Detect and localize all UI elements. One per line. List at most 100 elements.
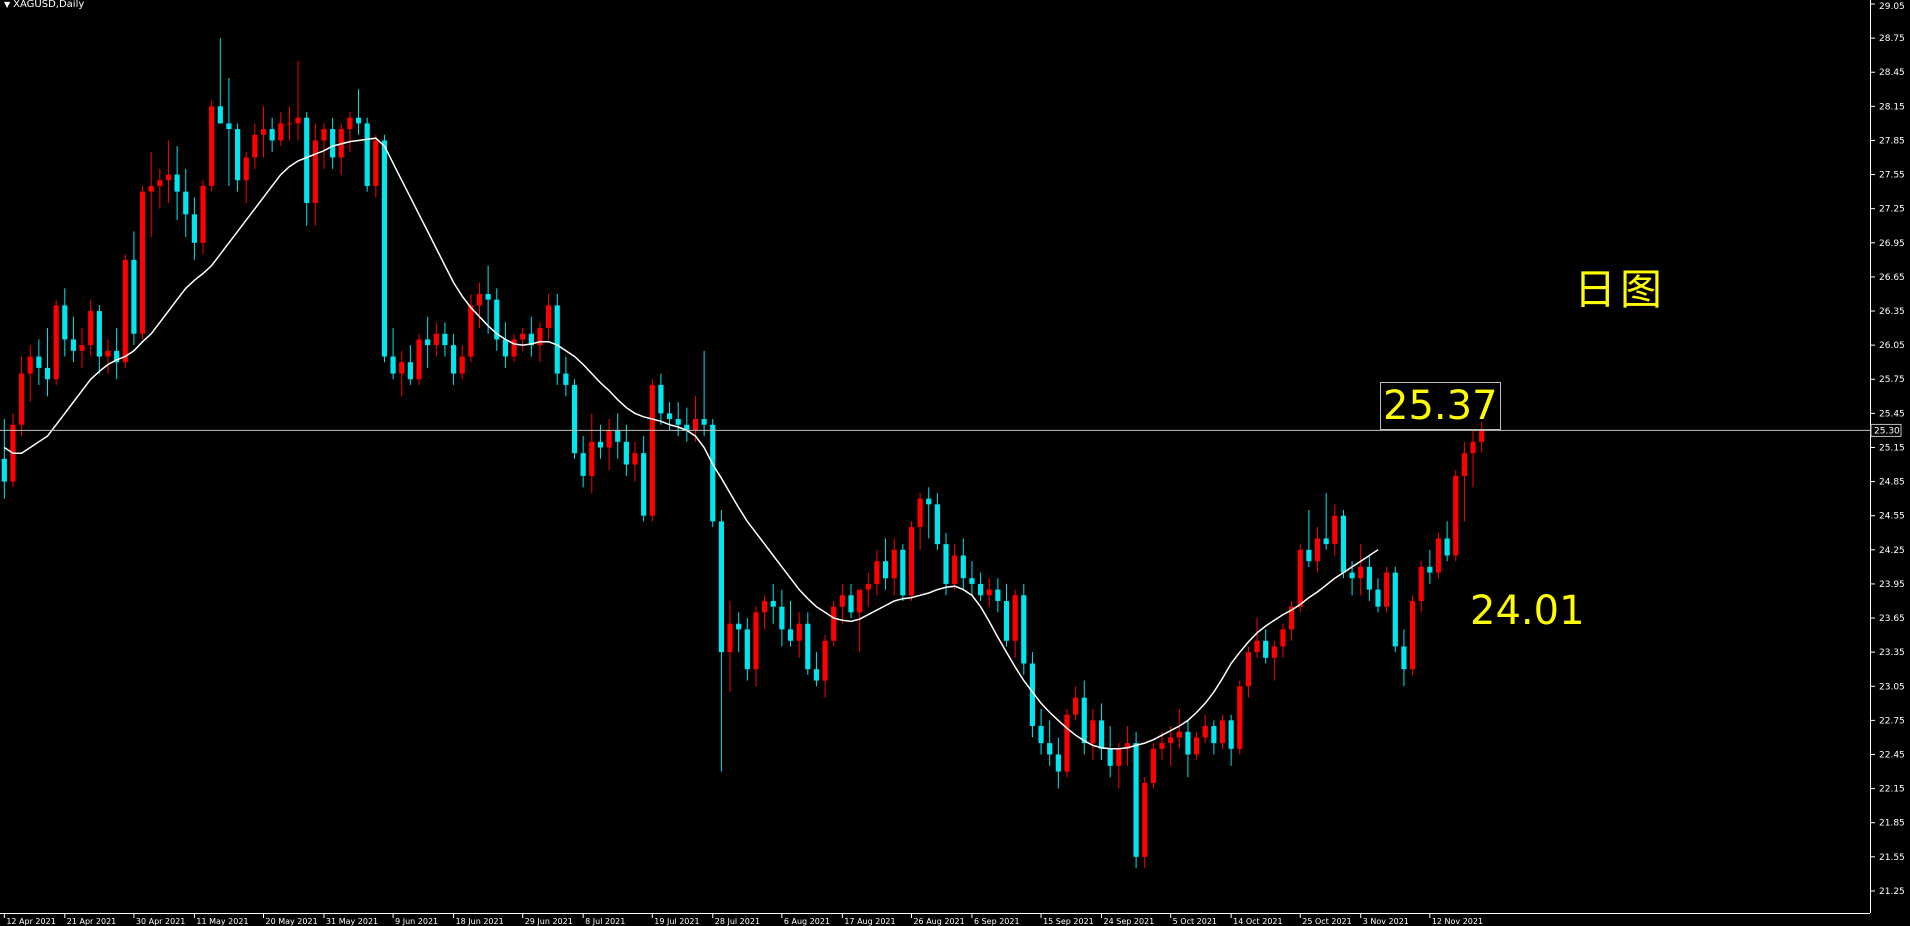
candle-body — [1228, 720, 1234, 749]
price-tick-label: 27.25 — [1879, 205, 1905, 215]
time-tick-label: 15 Sep 2021 — [1043, 917, 1094, 926]
candle-body — [425, 339, 431, 346]
candle-body — [70, 339, 77, 351]
candle-body — [36, 356, 42, 368]
price-tick-label: 21.85 — [1879, 819, 1905, 829]
candle-body — [347, 117, 353, 130]
candle-body — [416, 339, 422, 380]
time-tick-label: 12 Apr 2021 — [6, 917, 55, 926]
candle-body — [1245, 652, 1252, 687]
candle-body — [753, 612, 759, 670]
candle-body — [684, 424, 690, 431]
candle-body — [1297, 549, 1303, 607]
time-axis-ticks: 12 Apr 2021 21 Apr 2021 30 Apr 2021 11 May … — [3, 913, 1483, 926]
candle-body — [381, 140, 388, 357]
candle-body — [796, 623, 802, 641]
price-axis-ticks: 29.05 28.75 28.45 28.15 27.85 27.55 27.25 26.95… — [1870, 2, 1905, 897]
candle-body — [364, 123, 370, 186]
price-tick-label: 27.55 — [1879, 171, 1905, 181]
candle-body — [1116, 748, 1122, 766]
candle-body — [977, 583, 984, 596]
candle-body — [943, 544, 949, 584]
candle-body — [1081, 697, 1087, 744]
chart-title: ▼ XAGUSD,Daily — [4, 0, 84, 10]
candle-body — [1202, 726, 1208, 738]
candle-body — [1306, 549, 1312, 562]
candle-body — [1029, 663, 1036, 727]
candle-body — [217, 106, 223, 124]
candle-body — [528, 333, 534, 346]
time-tick-label: 11 May 2021 — [196, 917, 248, 926]
candle-body — [502, 339, 509, 357]
candle-body — [131, 259, 137, 334]
candle-body — [1340, 515, 1347, 573]
candle-body — [1064, 714, 1070, 772]
candle-body — [744, 629, 750, 670]
candle-body — [1314, 538, 1321, 562]
candle-body — [96, 311, 102, 357]
chart-title-text: XAGUSD,Daily — [13, 0, 85, 10]
candle-body — [908, 527, 915, 596]
candle-body — [1090, 720, 1096, 744]
candle-body — [986, 589, 992, 596]
candle-body — [606, 430, 612, 448]
candle-body — [1073, 697, 1079, 715]
candle-body — [1280, 629, 1286, 647]
price-tick-label: 28.75 — [1879, 34, 1905, 44]
candle-body — [494, 299, 500, 340]
candle-body — [1453, 475, 1459, 556]
candle-body — [1323, 538, 1329, 545]
time-tick-label: 3 Nov 2021 — [1363, 917, 1409, 926]
candle-body — [554, 305, 560, 374]
candle-body — [649, 384, 655, 516]
candle-body — [1289, 606, 1295, 630]
time-tick-label: 6 Aug 2021 — [784, 917, 830, 926]
candle-body — [857, 589, 863, 613]
candle-body — [252, 134, 258, 158]
candle-body — [1349, 572, 1355, 579]
triangle-down-icon[interactable]: ▼ — [4, 0, 11, 9]
candle-body — [139, 191, 146, 334]
time-tick-label: 5 Oct 2021 — [1173, 917, 1217, 926]
candle-body — [1, 458, 7, 482]
price-tick-label: 22.45 — [1879, 750, 1905, 760]
candle-body — [27, 356, 33, 374]
time-tick-label: 17 Aug 2021 — [844, 917, 895, 926]
time-tick-label: 14 Oct 2021 — [1233, 917, 1282, 926]
candle-body — [1003, 600, 1010, 641]
candle-body — [286, 123, 293, 125]
candle-body — [666, 413, 673, 420]
candle-body — [787, 629, 794, 641]
candle-body — [727, 623, 733, 653]
price-tick-label: 23.35 — [1879, 648, 1905, 658]
candle-body — [1159, 743, 1165, 749]
candle-body — [433, 333, 439, 346]
price-tick-label: 26.95 — [1879, 239, 1905, 249]
candle-body — [148, 185, 154, 192]
candle-body — [917, 498, 923, 528]
candle-body — [442, 333, 448, 346]
candle-body — [278, 123, 284, 141]
candle-body — [62, 305, 68, 340]
candle-body — [105, 350, 111, 357]
candle-body — [831, 606, 837, 641]
candle-body — [1133, 743, 1139, 857]
candle-body — [675, 419, 681, 425]
price-tick-label: 24.25 — [1879, 546, 1905, 556]
candle-body — [1366, 566, 1372, 590]
candle-body — [952, 555, 958, 584]
candle-body — [571, 384, 578, 454]
time-tick-label: 19 Jul 2021 — [654, 917, 699, 926]
candle-body — [373, 140, 379, 186]
time-tick-label: 6 Sep 2021 — [974, 917, 1020, 926]
candle-body — [1384, 572, 1390, 607]
candle-body — [1332, 515, 1338, 545]
candle-body — [450, 345, 457, 374]
candle-body — [692, 419, 699, 431]
candle-body — [260, 129, 267, 135]
recent-high-annotation: 25.37 — [1380, 382, 1501, 430]
candle-body — [874, 561, 880, 584]
candle-body — [1444, 538, 1450, 556]
candle-body — [960, 555, 966, 579]
